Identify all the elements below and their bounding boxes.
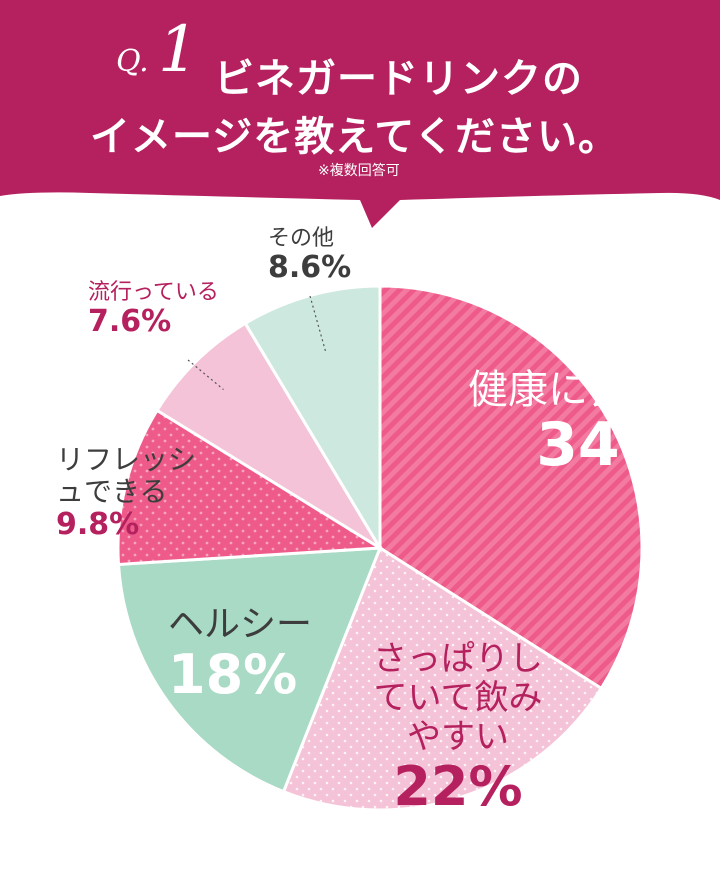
slice-value: 7.6% (88, 304, 172, 340)
slice-label-healthy-low-cal: ヘルシー 18% (168, 604, 312, 705)
question-title-line1: ビネガードリンクの (214, 56, 583, 102)
slice-label-healthy: 健康に良さそう 34% (468, 368, 720, 478)
slice-refresh (116, 408, 385, 567)
slice-label-other: その他 8.6% (268, 226, 351, 284)
question-title-line2: イメージを教えてください。 (90, 114, 619, 160)
slice-label-text: さっぱりしていて飲みやすい (373, 639, 543, 758)
slice-value: 18% (168, 643, 298, 707)
slice-value: 8.6% (268, 250, 352, 286)
header-banner (0, 0, 720, 228)
slice-trending (154, 321, 382, 550)
slice-label-refreshing-taste: さっぱりしていて飲みやすい 22% (368, 639, 548, 819)
slice-label-text: 健康に良さそう (468, 367, 720, 413)
slice-healthy (378, 284, 644, 691)
header-bubble-shape (0, 0, 720, 228)
slice-other (243, 284, 382, 554)
slice-label-text: ヘルシー (168, 604, 313, 645)
slice-label-text: リフレッシュできる (56, 443, 197, 509)
slice-value: 22% (393, 755, 523, 819)
slice-label-text: その他 (268, 226, 335, 251)
multiple-answer-note: ※複数回答可 (318, 163, 400, 179)
slice-healthy-low-cal (116, 546, 383, 794)
slice-value: 9.8% (56, 507, 140, 543)
slice-label-text: 流行っている (88, 280, 219, 305)
slice-label-refresh: リフレッシュできる 9.8% (56, 443, 216, 543)
slice-refreshing-taste (281, 545, 604, 812)
slice-value: 34% (536, 410, 680, 480)
slice-label-trending: 流行っている 7.6% (88, 280, 219, 338)
question-prefix: Q. (116, 44, 149, 79)
question-number: 1 (158, 13, 199, 87)
